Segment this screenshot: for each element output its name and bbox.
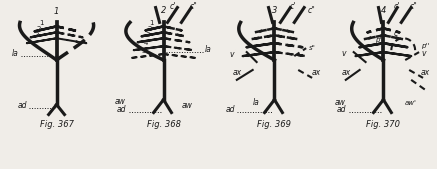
Text: c": c" xyxy=(409,2,417,10)
Text: v: v xyxy=(421,49,426,58)
Text: c: c xyxy=(393,29,398,38)
Text: ad: ad xyxy=(336,105,346,114)
Text: aw: aw xyxy=(115,97,126,106)
Text: 3: 3 xyxy=(146,32,150,38)
Text: Fig. 367: Fig. 367 xyxy=(40,120,73,129)
Text: Fig. 369: Fig. 369 xyxy=(257,120,291,129)
Text: c": c" xyxy=(308,6,316,15)
Text: s": s" xyxy=(309,45,316,51)
Text: ax: ax xyxy=(342,68,351,77)
Text: 5: 5 xyxy=(142,48,146,54)
Text: la: la xyxy=(12,49,19,58)
Text: 2: 2 xyxy=(148,26,152,32)
Text: 3: 3 xyxy=(271,6,277,16)
Text: 3: 3 xyxy=(35,32,39,38)
Text: Fig. 370: Fig. 370 xyxy=(366,120,400,129)
Text: c': c' xyxy=(289,2,296,10)
Text: ax: ax xyxy=(233,68,242,77)
Text: v: v xyxy=(342,49,346,58)
Text: ad: ad xyxy=(116,105,126,114)
Text: Fig. 368: Fig. 368 xyxy=(146,120,180,129)
Text: p': p' xyxy=(375,37,382,43)
Text: 2: 2 xyxy=(160,6,166,16)
Text: ax: ax xyxy=(312,68,321,77)
Text: 1: 1 xyxy=(54,7,59,17)
Text: v: v xyxy=(230,50,234,59)
Text: la: la xyxy=(253,98,260,107)
Text: c": c" xyxy=(189,2,197,10)
Text: ad: ad xyxy=(225,105,235,114)
Text: aw: aw xyxy=(335,98,346,107)
Text: aw': aw' xyxy=(405,100,417,106)
Text: c': c' xyxy=(393,2,400,10)
Text: ad: ad xyxy=(17,101,27,110)
Text: la: la xyxy=(205,45,212,54)
Text: 4: 4 xyxy=(381,6,386,16)
Text: p'': p'' xyxy=(421,43,429,49)
Text: 1: 1 xyxy=(149,20,154,26)
Text: c': c' xyxy=(170,2,176,10)
Text: 4: 4 xyxy=(144,40,148,46)
Text: aw: aw xyxy=(181,101,192,110)
Text: 2: 2 xyxy=(37,26,41,32)
Text: 1: 1 xyxy=(39,20,43,26)
Text: ax: ax xyxy=(421,68,430,77)
